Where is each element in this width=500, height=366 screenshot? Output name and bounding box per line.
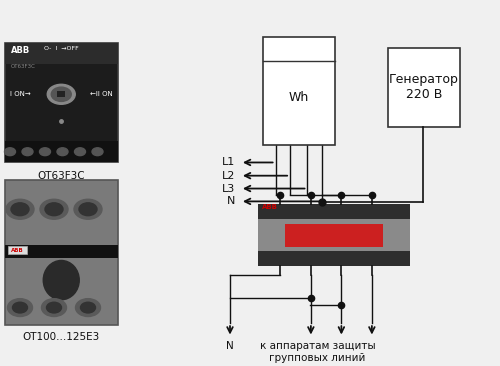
Bar: [285, 224, 382, 247]
Circle shape: [12, 302, 28, 313]
Bar: [258, 203, 410, 219]
Bar: [8, 246, 26, 254]
Text: ОТ63F3C: ОТ63F3C: [38, 171, 85, 182]
Bar: [5, 43, 117, 64]
Text: ←II ON: ←II ON: [90, 91, 112, 97]
Bar: [5, 246, 117, 258]
Bar: [258, 203, 410, 266]
Circle shape: [8, 299, 32, 317]
Bar: [5, 43, 117, 163]
Circle shape: [40, 148, 50, 156]
Circle shape: [22, 148, 33, 156]
Circle shape: [46, 302, 62, 313]
Text: L1: L1: [222, 157, 235, 168]
Circle shape: [57, 148, 68, 156]
Text: O-  I  →OFF: O- I →OFF: [44, 46, 79, 52]
Circle shape: [42, 299, 66, 317]
Text: Wh: Wh: [288, 91, 309, 104]
Text: N: N: [226, 197, 235, 206]
Text: ОТ100...125Е3: ОТ100...125Е3: [22, 332, 100, 342]
Bar: [258, 251, 410, 266]
Circle shape: [76, 299, 100, 317]
Circle shape: [79, 203, 97, 216]
Text: L2: L2: [222, 171, 235, 181]
Circle shape: [4, 148, 16, 156]
Text: к аппаратам защиты
групповых линий: к аппаратам защиты групповых линий: [260, 341, 376, 363]
Circle shape: [45, 203, 63, 216]
Circle shape: [40, 199, 68, 219]
Circle shape: [74, 199, 102, 219]
Text: ABB: ABB: [262, 204, 278, 210]
Circle shape: [52, 87, 72, 101]
Text: I ON→: I ON→: [10, 91, 31, 97]
Ellipse shape: [44, 261, 79, 300]
Text: L3: L3: [222, 183, 235, 194]
Text: ABB: ABB: [10, 248, 24, 253]
Bar: [388, 48, 460, 127]
Bar: [262, 37, 335, 145]
Circle shape: [80, 302, 96, 313]
Circle shape: [47, 84, 75, 104]
Text: OT63F3C: OT63F3C: [11, 64, 36, 70]
Bar: [57, 92, 65, 97]
Text: Генератор
220 В: Генератор 220 В: [389, 74, 458, 101]
Text: ABB: ABB: [11, 46, 30, 55]
Text: N: N: [226, 341, 234, 351]
Circle shape: [6, 199, 34, 219]
Circle shape: [92, 148, 103, 156]
Circle shape: [11, 203, 29, 216]
Circle shape: [74, 148, 86, 156]
Bar: [5, 141, 117, 163]
Bar: [5, 180, 117, 325]
